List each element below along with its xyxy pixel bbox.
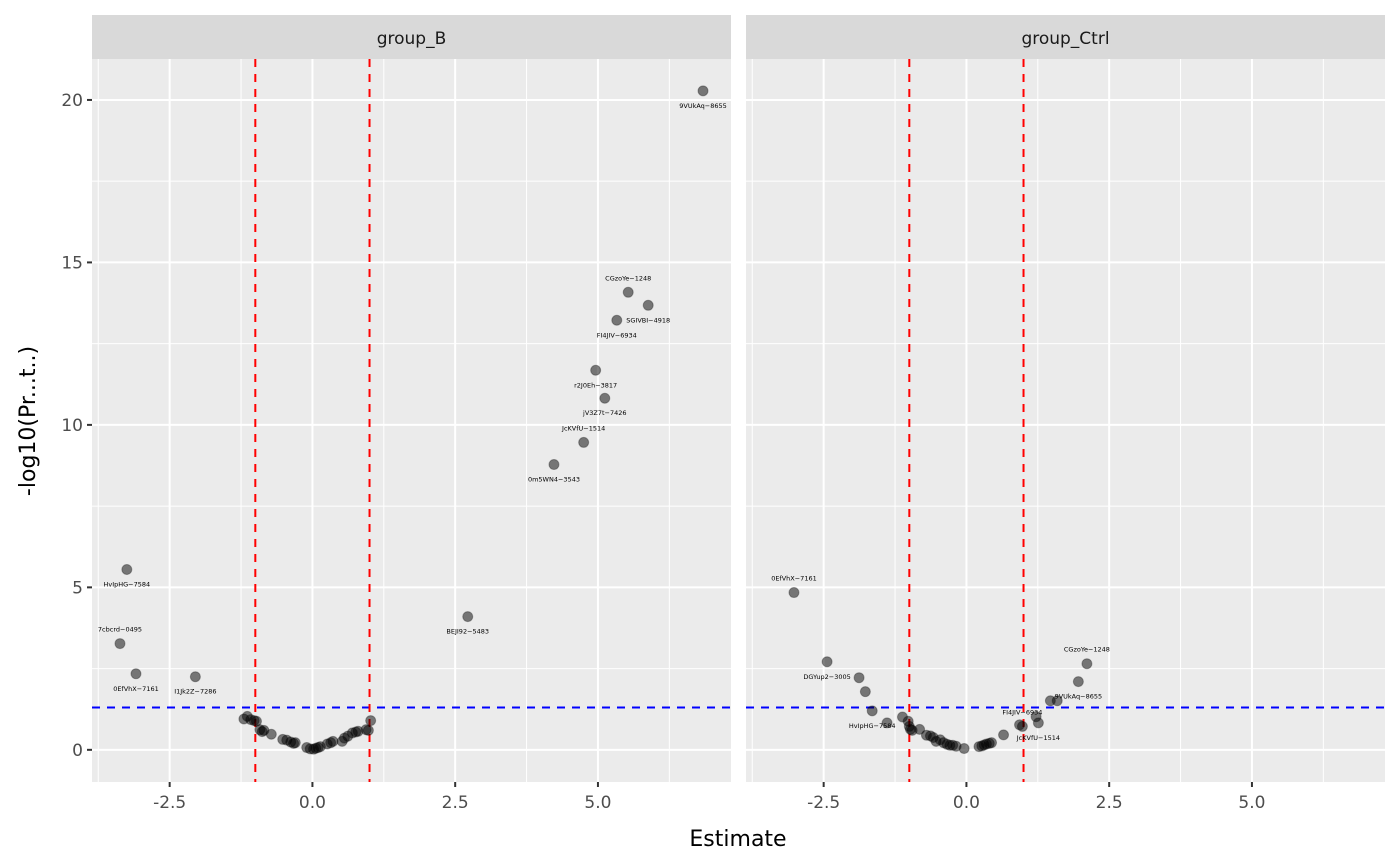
facet-panel-group-b: group_B 9VUkAq−8655 CGzoYe−1248 SGIVBI−491… <box>92 15 731 813</box>
point-labels: 0EfVhX−7161 DGYup2−3005 CGzoYe−1248 9VUkAq−… <box>771 575 1110 742</box>
data-point <box>853 672 865 684</box>
data-point <box>365 715 377 727</box>
point-label: 0m5WN4−3543 <box>528 476 580 484</box>
data-point-0efvhx-7161 <box>788 587 800 599</box>
reference-lines <box>746 59 1385 782</box>
point-labels: 9VUkAq−8655 CGzoYe−1248 SGIVBI−4918 FI4JIV−… <box>98 102 727 696</box>
point-label: CGzoYe−1248 <box>1064 646 1110 654</box>
y-tick-label: 10 <box>61 416 83 436</box>
point-label: r2J0Eh−3817 <box>574 381 617 389</box>
data-point-fi4jiv-6934 <box>611 314 623 326</box>
facet-panel-group-ctrl: group_Ctrl 0EfVhX−7161 DGYup2−3005 CGzoYe−… <box>746 15 1385 813</box>
y-tick-label: 15 <box>61 253 83 273</box>
panel-background <box>92 59 731 782</box>
data-point <box>958 743 970 755</box>
data-point <box>881 717 893 729</box>
data-point-hviphg-7584 <box>121 563 133 575</box>
data-point <box>914 723 926 735</box>
data-point <box>986 737 998 749</box>
data-point-sgivbi-4918 <box>642 299 654 311</box>
data-point-9vukaq-8655 <box>1072 676 1084 688</box>
point-label: 9VUkAq−8655 <box>1055 693 1103 701</box>
x-tick-label: -2.5 <box>153 793 186 813</box>
data-point-r2j0eh-3817 <box>590 364 602 376</box>
point-label: SGIVBI−4918 <box>626 316 670 324</box>
data-point-beji92-5483 <box>462 611 474 623</box>
y-tick-label: 5 <box>72 578 83 598</box>
point-label: FI4JIV−6934 <box>597 331 637 339</box>
x-axis-title: Estimate <box>689 827 786 852</box>
y-tick-label: 0 <box>72 741 83 761</box>
data-point-hviphg-7584 <box>866 705 878 717</box>
data-point-cgzoye-1248 <box>1081 658 1093 670</box>
data-point <box>998 729 1010 741</box>
major-gridlines <box>746 59 1385 782</box>
strip-label-group-ctrl: group_Ctrl <box>1021 29 1109 49</box>
x-tick-label: 0.0 <box>299 793 326 813</box>
x-axis-group-b: -2.5 0.0 2.5 5.0 <box>153 782 611 813</box>
data-point-9vukaq-8655 <box>697 85 709 97</box>
strip-background <box>92 15 731 59</box>
data-point <box>265 728 277 740</box>
point-label: BEJI92−5483 <box>446 628 489 636</box>
point-label: HvIpHG−7584 <box>849 722 896 730</box>
minor-gridlines <box>92 59 731 782</box>
point-label: 9VUkAq−8655 <box>679 102 727 110</box>
point-label: JcKVfU−1514 <box>561 424 605 432</box>
data-point-jckvfu-1514 <box>578 436 590 448</box>
point-label: HvIpHG−7584 <box>103 580 150 588</box>
reference-lines <box>92 59 731 782</box>
x-tick-label: 2.5 <box>1096 793 1123 813</box>
x-axis-group-ctrl: -2.5 0.0 2.5 5.0 <box>807 782 1265 813</box>
x-tick-label: -2.5 <box>807 793 840 813</box>
point-label: 7cbcrd−0495 <box>98 626 142 634</box>
data-points <box>114 85 709 755</box>
major-gridlines <box>92 59 731 782</box>
point-label: DGYup2−3005 <box>803 673 850 681</box>
data-point <box>1051 695 1063 707</box>
point-label: 0EfVhX−7161 <box>113 685 159 693</box>
data-points <box>788 587 1093 755</box>
data-point-0efvhx-7161 <box>130 668 142 680</box>
x-tick-label: 5.0 <box>584 793 611 813</box>
minor-gridlines <box>746 59 1385 782</box>
point-label: JcKVfU−1514 <box>1016 734 1060 742</box>
point-label: CGzoYe−1248 <box>605 274 651 282</box>
x-tick-label: 2.5 <box>442 793 469 813</box>
panel-background <box>746 59 1385 782</box>
data-point-dgyup2-3005 <box>821 656 833 668</box>
y-axis-title: -log10(Pr...t..) <box>16 346 41 496</box>
data-point <box>289 737 301 749</box>
data-point-jv3z7t-7426 <box>599 392 611 404</box>
data-point <box>327 735 339 747</box>
y-tick-label: 20 <box>61 91 83 111</box>
data-point-i1jk2z-7286 <box>189 671 201 683</box>
point-label: I1Jk2Z−7286 <box>174 688 216 696</box>
x-tick-label: 0.0 <box>953 793 980 813</box>
point-label: 0EfVhX−7161 <box>771 575 817 583</box>
point-label: jV3Z7t−7426 <box>582 409 627 417</box>
data-point <box>1014 719 1026 731</box>
strip-background <box>746 15 1385 59</box>
data-point-0m5wn4-3543 <box>548 459 560 471</box>
point-label: FI4JIV−6934 <box>1002 708 1042 716</box>
data-point <box>362 724 374 736</box>
data-point-7cbcrd-0495 <box>114 638 126 650</box>
data-point <box>1030 711 1042 723</box>
strip-label-group-b: group_B <box>377 29 447 49</box>
data-point <box>859 686 871 698</box>
y-axis: 0 5 10 15 20 <box>61 91 92 761</box>
x-tick-label: 5.0 <box>1238 793 1265 813</box>
data-point-cgzoye-1248 <box>622 286 634 298</box>
